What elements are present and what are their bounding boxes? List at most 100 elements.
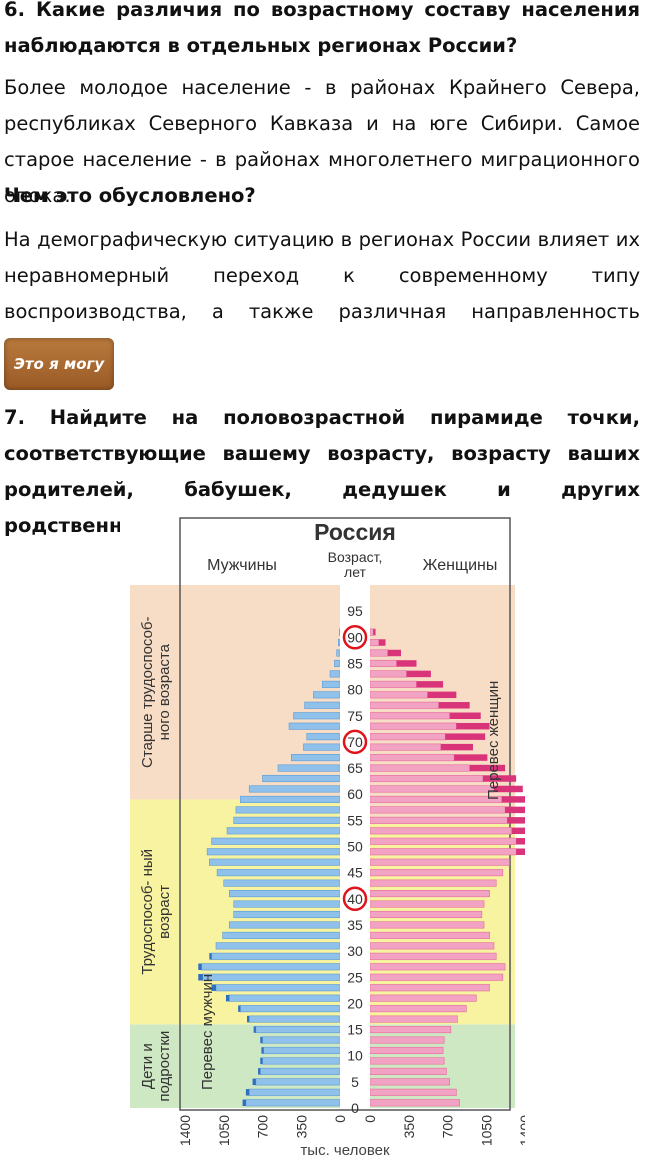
age-tick-label: 85	[347, 655, 363, 671]
male-surplus-bar	[261, 1047, 264, 1054]
male-bar	[293, 712, 341, 720]
x-tick-left: 700	[255, 1115, 271, 1139]
female-bar	[369, 795, 503, 803]
female-surplus-bar	[516, 848, 525, 855]
male-bar	[216, 869, 341, 877]
female-surplus-bar	[501, 796, 525, 803]
age-tick-label: 45	[347, 865, 363, 881]
badge-this-i-can: Это я могу	[4, 338, 114, 390]
age-tick-label: 75	[347, 708, 363, 724]
male-bar	[211, 952, 341, 960]
female-bar	[369, 1099, 460, 1107]
female-bar	[369, 670, 407, 678]
female-bar	[369, 649, 389, 657]
age-tick-label: 10	[347, 1048, 363, 1064]
x-tick-right: 1050	[478, 1115, 494, 1146]
x-tick-right: 0	[362, 1115, 378, 1123]
female-bar	[369, 680, 417, 688]
female-surplus-bar	[456, 722, 490, 730]
female-bar	[369, 1005, 467, 1013]
female-surplus-bar	[416, 681, 444, 688]
male-bar	[248, 1015, 341, 1023]
female-surplus-bar	[396, 660, 417, 667]
male-surplus-bar	[253, 1026, 256, 1033]
male-surplus-bar	[260, 1036, 263, 1044]
female-surplus-bar	[427, 691, 457, 699]
male-bar	[201, 963, 341, 971]
x-tick-right: 700	[440, 1115, 456, 1139]
male-bar	[334, 659, 341, 667]
x-tick-left: 1050	[216, 1115, 232, 1146]
female-bar	[369, 973, 504, 981]
age-tick-label: 25	[347, 969, 363, 985]
age-tick-label: 60	[347, 786, 363, 802]
male-surplus-bar	[247, 1015, 250, 1023]
male-bar	[290, 754, 341, 762]
female-surplus-bar	[449, 712, 481, 719]
q6-title: 6. Какие различия по возрастному составу…	[4, 0, 640, 57]
male-bar	[228, 890, 341, 898]
female-bar	[369, 963, 506, 971]
male-bar	[321, 680, 341, 688]
age-tick-label: 15	[347, 1022, 363, 1038]
female-bar	[369, 774, 484, 783]
age-circle	[342, 729, 368, 755]
male-bar	[222, 931, 341, 939]
female-bar	[369, 722, 457, 730]
female-surplus-bar	[482, 775, 517, 782]
male-bar	[240, 1005, 341, 1013]
age-tick-label: 5	[351, 1074, 359, 1090]
male-surplus-bar	[245, 1089, 250, 1096]
male-bar	[240, 795, 341, 803]
female-surplus-bar	[438, 702, 470, 709]
male-bar	[338, 638, 341, 647]
female-surplus-bar	[494, 785, 523, 793]
male-bar	[248, 1088, 341, 1096]
male-bar	[228, 921, 341, 929]
age-tick-label: 30	[347, 943, 363, 959]
male-bar	[233, 910, 341, 919]
female-surplus-bar	[516, 838, 525, 845]
age-tick-label: 35	[347, 917, 363, 933]
age-circle	[342, 625, 368, 650]
female-surplus-bar	[406, 670, 431, 678]
male-bar	[339, 628, 341, 636]
age-group-label: Старше трудоспособ-ного возраста	[139, 616, 173, 767]
female-bar	[369, 890, 490, 898]
male-bar	[263, 1046, 341, 1055]
age-circle	[342, 886, 368, 912]
male-bar	[288, 722, 341, 730]
age-tick-label: 40	[347, 891, 363, 907]
surplus-men-label: Перевес мужчин	[199, 974, 216, 1090]
female-bar	[369, 848, 517, 856]
age-tick-label: 55	[347, 812, 363, 828]
male-surplus-bar	[260, 1057, 263, 1065]
female-bar	[369, 942, 495, 950]
male-bar	[211, 837, 341, 845]
female-surplus-bar	[440, 743, 473, 751]
female-bar	[369, 869, 504, 877]
age-tick-label: 80	[347, 682, 363, 698]
q6-sub-question: Чем это обусловлено?	[4, 184, 256, 207]
male-surplus-bar	[198, 974, 203, 981]
female-bar	[369, 837, 517, 845]
female-bar	[369, 910, 483, 919]
female-bar	[369, 816, 508, 824]
male-surplus-bar	[198, 963, 202, 971]
male-bar	[313, 691, 341, 699]
male-bar	[226, 827, 341, 835]
male-bar	[262, 1036, 341, 1044]
population-pyramid: 0 5 10 15 20 25 30 35 40 45 50 55 60 65 70 75 80 85 90 95 Д…	[120, 510, 525, 1160]
female-bar	[369, 827, 513, 835]
male-bar	[306, 733, 341, 741]
female-surplus-bar	[511, 827, 525, 835]
female-bar	[369, 900, 485, 908]
q7-title: 7. Найдите на половозрастной пирамиде то…	[4, 406, 640, 537]
male-bar	[228, 994, 341, 1002]
female-surplus-bar	[378, 639, 386, 646]
age-tick-label: 50	[347, 839, 363, 855]
male-bar	[329, 670, 341, 678]
female-surplus-bar	[373, 628, 376, 636]
age-group-label: Дети иподростки	[139, 1031, 173, 1102]
x-tick-left: 1400	[177, 1115, 193, 1146]
